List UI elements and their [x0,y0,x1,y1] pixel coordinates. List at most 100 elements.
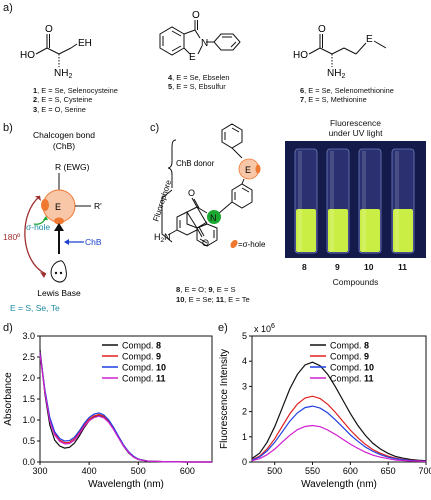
panel-label-a: a) [3,2,13,14]
cys-ho: HO [20,50,35,61]
legend-label-compd-10: Compd. 10 [330,363,374,373]
chart-e-fluorescence: 500 550 600 650 700 0 1 2 3 4 5 Wavelength (nm) Fluo… [219,323,431,490]
legend-label-compd-11: Compd. 11 [122,374,166,384]
vial-label-11: 11 [398,262,407,272]
x-tick-label: 500 [131,466,146,476]
vial-label-8: 8 [302,262,307,272]
x-tick-label: 600 [180,466,195,476]
panel-c-caption-line2: 10, E = Se; 11, E = Te [176,295,250,304]
met-nh2: NH2 [327,68,345,80]
met-e: E [366,34,373,45]
y-tick-label: 0.0 [22,457,35,467]
ebs-e: E [189,52,196,63]
lone-pair-dot-1 [54,271,58,275]
y-tick-label: 2.5 [22,352,35,362]
sigma-hole-left [41,199,49,211]
x-axis-label: Wavelength (nm) [88,479,164,490]
x-tick-label: 550 [305,466,320,476]
sigma-hole-bottom [54,217,64,225]
chb-donor-brace [167,139,177,188]
angle-arc [24,195,47,275]
vial-labels: 8 9 10 11 [285,262,426,274]
x-tick-label: 700 [418,466,431,476]
vial-10 [358,148,382,254]
chb-title-1: Chalcogen bond [33,130,95,140]
phenylene-ring [231,183,253,209]
chb-donor-label: ChB donor [176,159,215,168]
e-phenylene-bond [241,178,245,185]
chb-pointer-head [64,239,69,245]
y-tick-label: 2.0 [22,373,35,383]
sigma-hole-legend-swatch [230,239,238,249]
cysteine-skeleton [35,34,78,67]
y-tick-label: 1 [242,432,247,442]
met-line-1: 6, E = Se, Selenomethionine [300,86,394,95]
ebs-o: O [192,10,200,21]
y-tick-label: 1.0 [22,415,35,425]
cys-line-1: 1, E = Se, Selenocysteine [33,86,118,95]
r-prime-label: R' [94,201,102,211]
cys-caption: 1, E = Se, Selenocysteine 2, E = S, Cyst… [33,86,118,114]
panel-label-e: e) [218,322,228,334]
phenylene-n-bond [217,201,233,215]
fluorescence-title: Fluorescence under UV light [285,118,426,138]
panel-label-b: b) [3,122,13,134]
uv-photo-vials [294,148,415,254]
panel-b-diagram: Chalcogen bond (ChB) R (EWG) E R' 180º σ… [3,130,102,298]
uv-photo [285,141,426,258]
y-tick-label: 2 [242,407,247,417]
sigma-hole-e [255,164,261,174]
panel-label-c: c) [150,122,160,134]
methionine-skeleton [308,34,387,67]
vial-9 [326,148,350,254]
chb-title-2: (ChB) [53,141,75,151]
y-tick-label: 1.5 [22,394,35,404]
y-tick-label: 5 [242,331,247,341]
cys-line-3: 3, E = O, Serine [33,104,86,114]
e-list-label: E = S, Se, Te [10,303,60,313]
x-tick-label: 300 [32,466,47,476]
series-line-compd-8 [251,361,427,462]
imide-n-label: N [210,213,217,223]
lewis-base-lobe [50,260,67,283]
cys-eh: EH [78,38,92,49]
carbonyl-o-top: O [188,188,195,198]
cys-line-2: 2, E = S, Cysteine [33,95,93,105]
series-line-compd-9 [251,395,427,462]
met-o: O [318,24,326,35]
legend-label-compd-8: Compd. 8 [330,341,369,351]
compounds-label: Compounds [332,277,379,287]
angle-arrow-bottom [40,272,46,278]
sigma-hole-label: σ-hole [26,222,50,232]
series-line-compd-11 [251,424,427,463]
ebs-n: N [201,38,208,49]
met-caption: 6, E = Se, Selenomethionine 7, E = S, Me… [300,86,394,105]
x-tick-label: 600 [343,466,358,476]
ebs-caption: 4, E = Se, Ebselen 5, E = S, Ebsulfur [168,73,229,92]
ebselen-skeleton [159,20,241,56]
panel-a-structures: HO O EH NH2 O E N HO O E NH2 [20,10,387,80]
legend-label-compd-9: Compd. 9 [122,352,161,362]
angle-arrow-top [35,196,41,201]
fluorophore-brace [161,189,173,243]
naphthalimide-core [167,197,218,247]
phenyl-e-bond [231,147,243,159]
y-axis-label: Fluorescence Intensity [219,349,230,449]
x-tick-label: 400 [82,466,97,476]
plot-frame [251,335,427,463]
x-tick-label: 650 [381,466,396,476]
lewis-base-label: Lewis Base [37,288,81,298]
vial-label-9: 9 [335,262,340,272]
vial-8 [294,148,318,254]
atom-e-c: E [245,165,251,175]
panel-c-structure: ChB donor E N O O H2N Fluorophore =σ-hol… [151,123,266,249]
legend-label-compd-10: Compd. 10 [122,363,166,373]
y-tick-label: 0.5 [22,436,35,446]
y-tick-label: 3.0 [22,331,35,341]
fluorescence-title-line1: Fluorescence [329,118,382,128]
panel-label-d: d) [3,322,13,334]
legend-label-compd-8: Compd. 8 [122,341,161,351]
imide-n-highlight [207,210,221,224]
lone-pair-dot-2 [59,271,63,275]
chb-pointer-label: ChB [85,237,102,247]
